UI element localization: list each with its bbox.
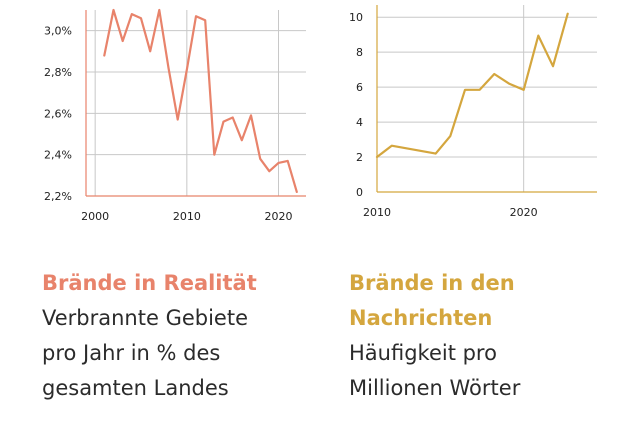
title-reality: Brände in Realität bbox=[42, 271, 257, 295]
subtitle-line: Verbrannte Gebiete bbox=[42, 306, 249, 330]
y-tick-label: 2,2% bbox=[44, 190, 72, 203]
x-tick-label: 2020 bbox=[510, 206, 538, 219]
chart-fires-news: 0 2 4 6 8 10 2010 2020 bbox=[349, 5, 597, 219]
y-tick-label: 3,0% bbox=[44, 25, 72, 38]
y-tick-label: 10 bbox=[349, 11, 363, 24]
title-news: Brände in den bbox=[349, 271, 515, 295]
y-tick-label: 2,6% bbox=[44, 107, 72, 120]
caption-reality: Brände in Realität Verbrannte Gebiete pr… bbox=[42, 266, 257, 406]
series-line bbox=[103, 8, 298, 193]
y-tick-label: 2,4% bbox=[44, 149, 72, 162]
y-tick-label: 2 bbox=[356, 151, 363, 164]
subtitle-line: Millionen Wörter bbox=[349, 376, 521, 400]
caption-news: Brände in den Nachrichten Häufigkeit pro… bbox=[349, 266, 520, 406]
y-tick-label: 2,8% bbox=[44, 66, 72, 79]
subtitle-line: gesamten Landes bbox=[42, 376, 229, 400]
subtitle-line: Häufigkeit pro bbox=[349, 341, 497, 365]
y-tick-label: 4 bbox=[356, 116, 363, 129]
x-tick-label: 2020 bbox=[265, 210, 293, 223]
x-tick-label: 2000 bbox=[81, 210, 109, 223]
subtitle-line: pro Jahr in % des bbox=[42, 341, 221, 365]
x-tick-label: 2010 bbox=[363, 206, 391, 219]
y-tick-label: 8 bbox=[356, 46, 363, 59]
y-tick-label: 6 bbox=[356, 81, 363, 94]
series-line bbox=[375, 12, 569, 159]
chart-fires-reality: 2,2% 2,4% 2,6% 2,8% 3,0% 2000 2010 2020 bbox=[44, 8, 306, 223]
title-news: Nachrichten bbox=[349, 306, 493, 330]
x-tick-label: 2010 bbox=[173, 210, 201, 223]
y-tick-label: 0 bbox=[356, 186, 363, 199]
